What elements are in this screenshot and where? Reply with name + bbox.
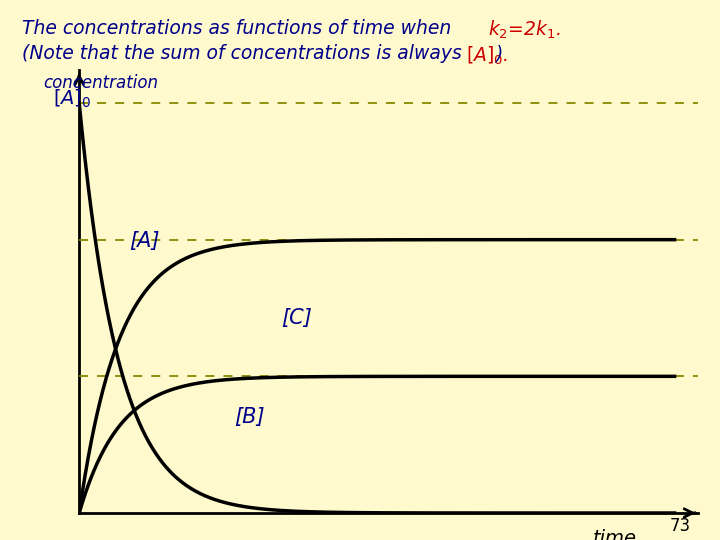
Text: The concentrations as functions of time when: The concentrations as functions of time … <box>22 19 457 38</box>
Text: ): ) <box>495 44 503 63</box>
Text: time: time <box>593 529 637 540</box>
Text: [C]: [C] <box>282 308 312 328</box>
Text: [A]: [A] <box>129 231 160 251</box>
Text: (Note that the sum of concentrations is always: (Note that the sum of concentrations is … <box>22 44 467 63</box>
Text: [B]: [B] <box>234 407 265 427</box>
Text: $[A]_0$: $[A]_0$ <box>53 88 91 110</box>
Text: $[A]_0$.: $[A]_0$. <box>466 44 508 66</box>
Text: concentration: concentration <box>43 74 158 92</box>
Text: 73: 73 <box>670 517 691 535</box>
Text: $k_2$=2$k_1$.: $k_2$=2$k_1$. <box>488 19 561 41</box>
